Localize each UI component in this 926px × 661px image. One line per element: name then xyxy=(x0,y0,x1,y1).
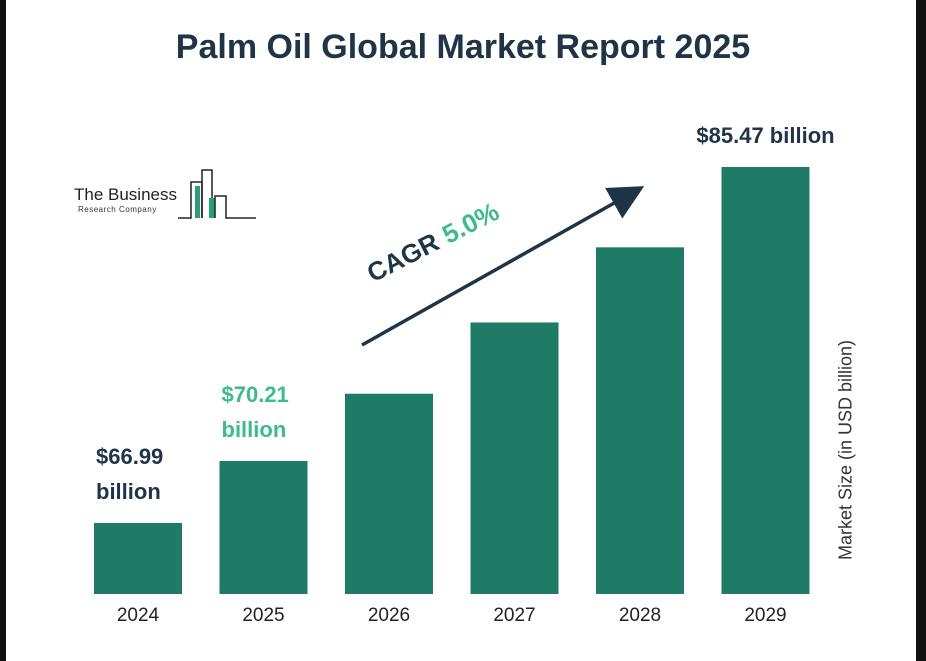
x-tick-label: 2025 xyxy=(242,605,284,626)
data-label-2029: $85.47 billion xyxy=(696,123,834,148)
bar-2026 xyxy=(345,393,433,594)
chart-title: Palm Oil Global Market Report 2025 xyxy=(175,28,751,66)
x-tick-label: 2028 xyxy=(619,605,661,626)
data-label-2025: billion xyxy=(222,417,287,442)
x-tick-label: 2024 xyxy=(117,605,160,626)
x-tick-label: 2029 xyxy=(744,605,786,626)
data-label-2024: billion xyxy=(96,479,161,504)
y-axis-label: Market Size (in USD billion) xyxy=(835,339,856,561)
logo-subtitle: Research Company xyxy=(78,205,157,214)
company-logo: The Business Research Company xyxy=(74,160,264,222)
bar-2027 xyxy=(470,322,559,594)
cagr-arrow-icon xyxy=(361,186,645,347)
bar-2025 xyxy=(219,460,308,594)
bar-2029 xyxy=(721,167,810,594)
bar-2024 xyxy=(94,523,182,594)
logo-graphic-icon xyxy=(178,169,256,219)
data-label-2024: $66.99 xyxy=(96,444,163,469)
x-tick-label: 2027 xyxy=(493,605,535,626)
logo-name: The Business xyxy=(74,185,177,204)
bar-2028 xyxy=(596,247,684,594)
data-label-2025: $70.21 xyxy=(222,382,289,407)
x-tick-label: 2026 xyxy=(368,605,410,626)
right-border xyxy=(916,0,926,661)
left-border xyxy=(0,0,6,661)
